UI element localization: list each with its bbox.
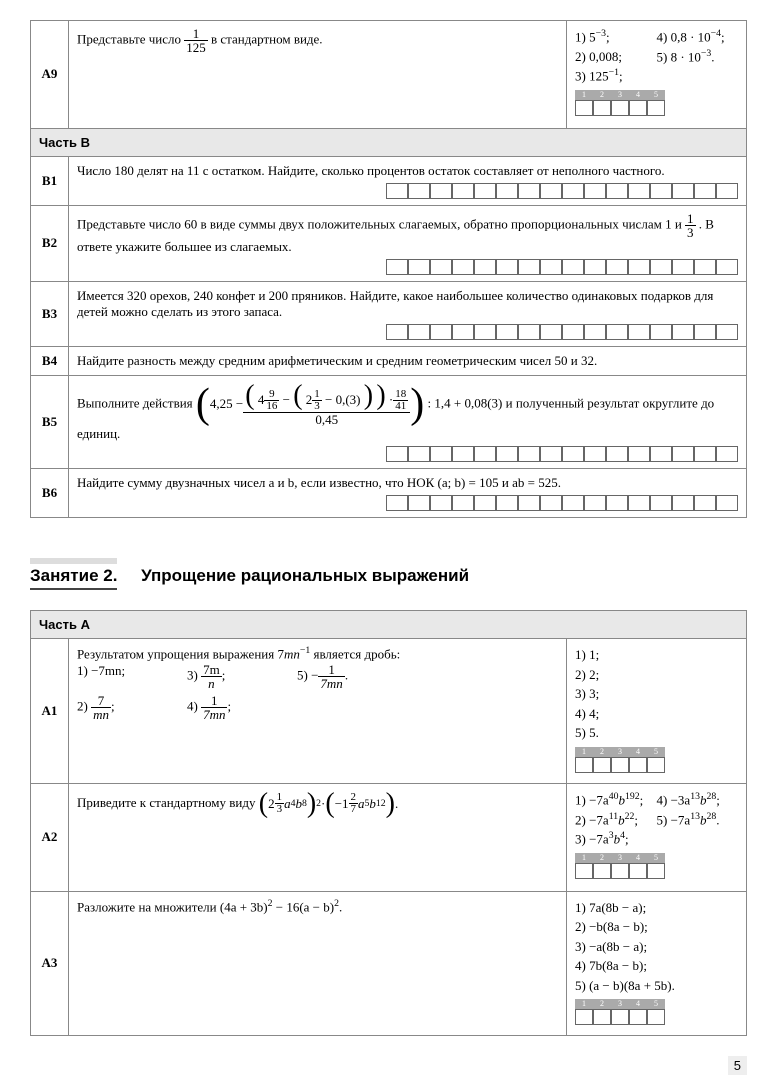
row-a3: А3 Разложите на множители (4a + 3b)2 − 1… (31, 891, 747, 1036)
frac-1-125: 1125 (184, 27, 208, 54)
section-part-b: Часть В (31, 128, 747, 156)
worksheet-table-2: Часть А А1 Результатом упрощения выражен… (30, 610, 747, 1036)
id-a9: А9 (31, 21, 69, 129)
lesson-heading: Занятие 2. Упрощение рациональных выраже… (30, 558, 747, 590)
row-b4: В4 Найдите разность между средним арифме… (31, 346, 747, 375)
answer-grid-b5[interactable] (77, 446, 738, 462)
row-b5: В5 Выполните действия ( 4,25 − ( 4916 − … (31, 375, 747, 469)
answer-grid-b6[interactable] (77, 495, 738, 511)
row-b1: В1 Число 180 делят на 11 с остатком. Най… (31, 156, 747, 205)
answer-boxes-a2[interactable]: 12345 (575, 853, 665, 879)
answer-boxes-a1[interactable]: 12345 (575, 747, 665, 773)
answer-boxes-a9[interactable]: 12345 (575, 90, 665, 116)
prompt-a9: Представьте число 1125 в стандартном вид… (69, 21, 567, 129)
row-a1: А1 Результатом упрощения выражения 7mn−1… (31, 639, 747, 784)
answer-grid-b3[interactable] (77, 324, 738, 340)
row-a9: А9 Представьте число 1125 в стандартном … (31, 21, 747, 129)
row-b3: В3 Имеется 320 орехов, 240 конфет и 200 … (31, 281, 747, 346)
worksheet-table: А9 Представьте число 1125 в стандартном … (30, 20, 747, 518)
answer-boxes-a3[interactable]: 12345 (575, 999, 665, 1025)
answer-grid-b1[interactable] (77, 183, 738, 199)
section-part-a: Часть А (31, 611, 747, 639)
row-b6: В6 Найдите сумму двузначных чисел a и b,… (31, 469, 747, 518)
page-number: 5 (728, 1056, 747, 1075)
answer-grid-b2[interactable] (77, 259, 738, 275)
row-b2: В2 Представьте число 60 в виде суммы дву… (31, 205, 747, 281)
answers-a9: 1) 5−3; 2) 0,008; 3) 125−1; 4) 0,8 · 10−… (567, 21, 747, 129)
row-a2: А2 Приведите к стандартному виду ( 213 a… (31, 783, 747, 891)
